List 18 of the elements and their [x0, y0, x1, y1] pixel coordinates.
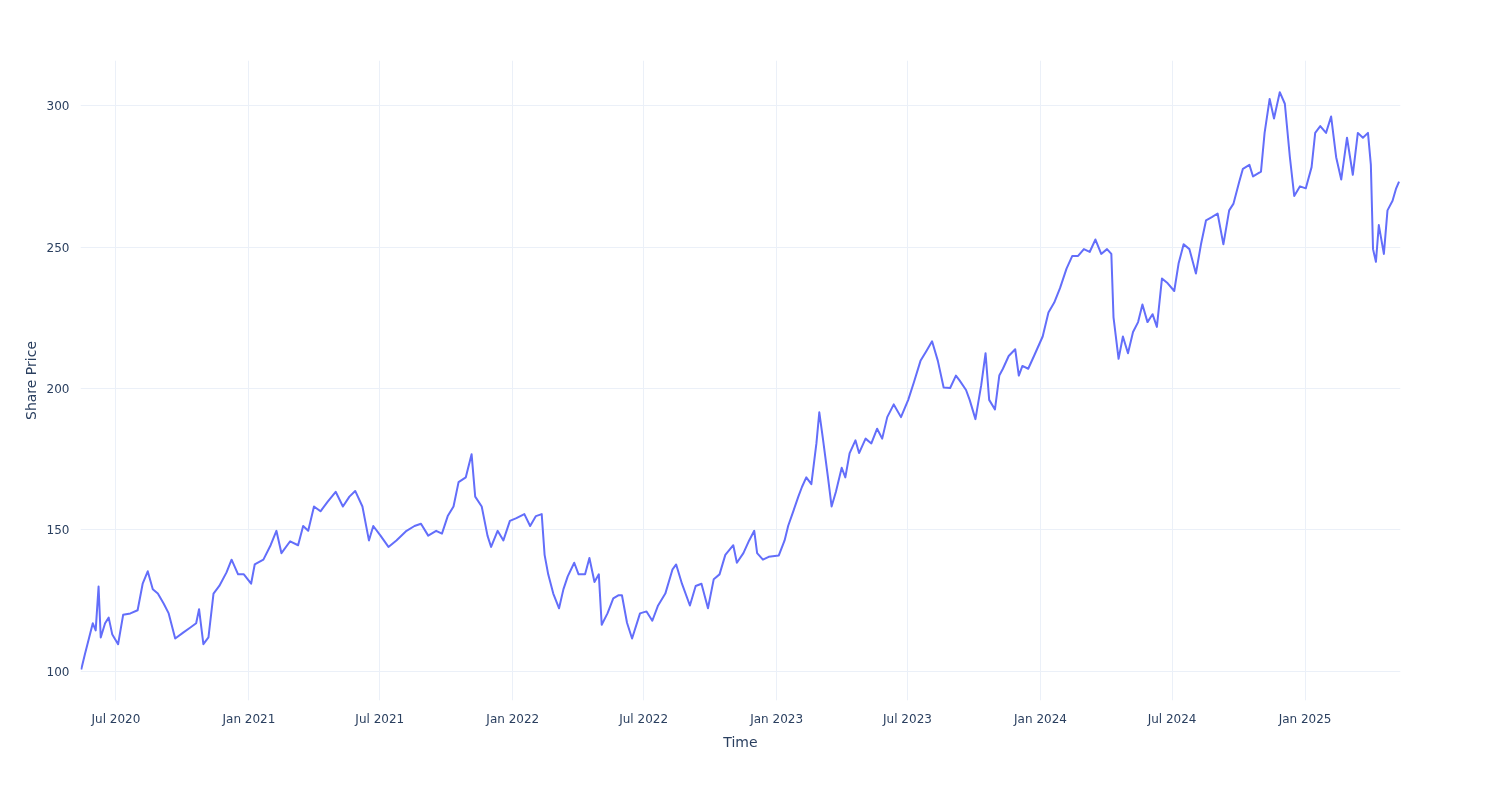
- y-tick-label: 300: [46, 99, 70, 114]
- x-tick-label: Jan 2024: [1013, 711, 1067, 726]
- y-tick-label: 150: [46, 523, 70, 538]
- y-tick-label: 100: [46, 664, 70, 679]
- y-axis-title: Share Price: [22, 340, 39, 420]
- y-tick-label: 250: [46, 240, 70, 255]
- x-tick-label: Jan 2023: [749, 711, 804, 726]
- x-tick-label: Jul 2021: [354, 711, 405, 726]
- x-tick-label: Jul 2024: [1146, 711, 1197, 726]
- x-tick-label: Jan 2025: [1277, 711, 1332, 726]
- line-series: [80, 91, 1401, 671]
- x-tick-label: Jul 2020: [90, 711, 141, 726]
- x-tick-label: Jan 2022: [485, 711, 540, 726]
- y-tick-label: 200: [46, 382, 70, 397]
- x-tick-label: Jul 2023: [882, 711, 932, 726]
- x-tick-label: Jan 2021: [221, 711, 276, 726]
- x-tick-label: Jul 2022: [618, 711, 669, 726]
- x-axis-title: Time: [722, 733, 758, 750]
